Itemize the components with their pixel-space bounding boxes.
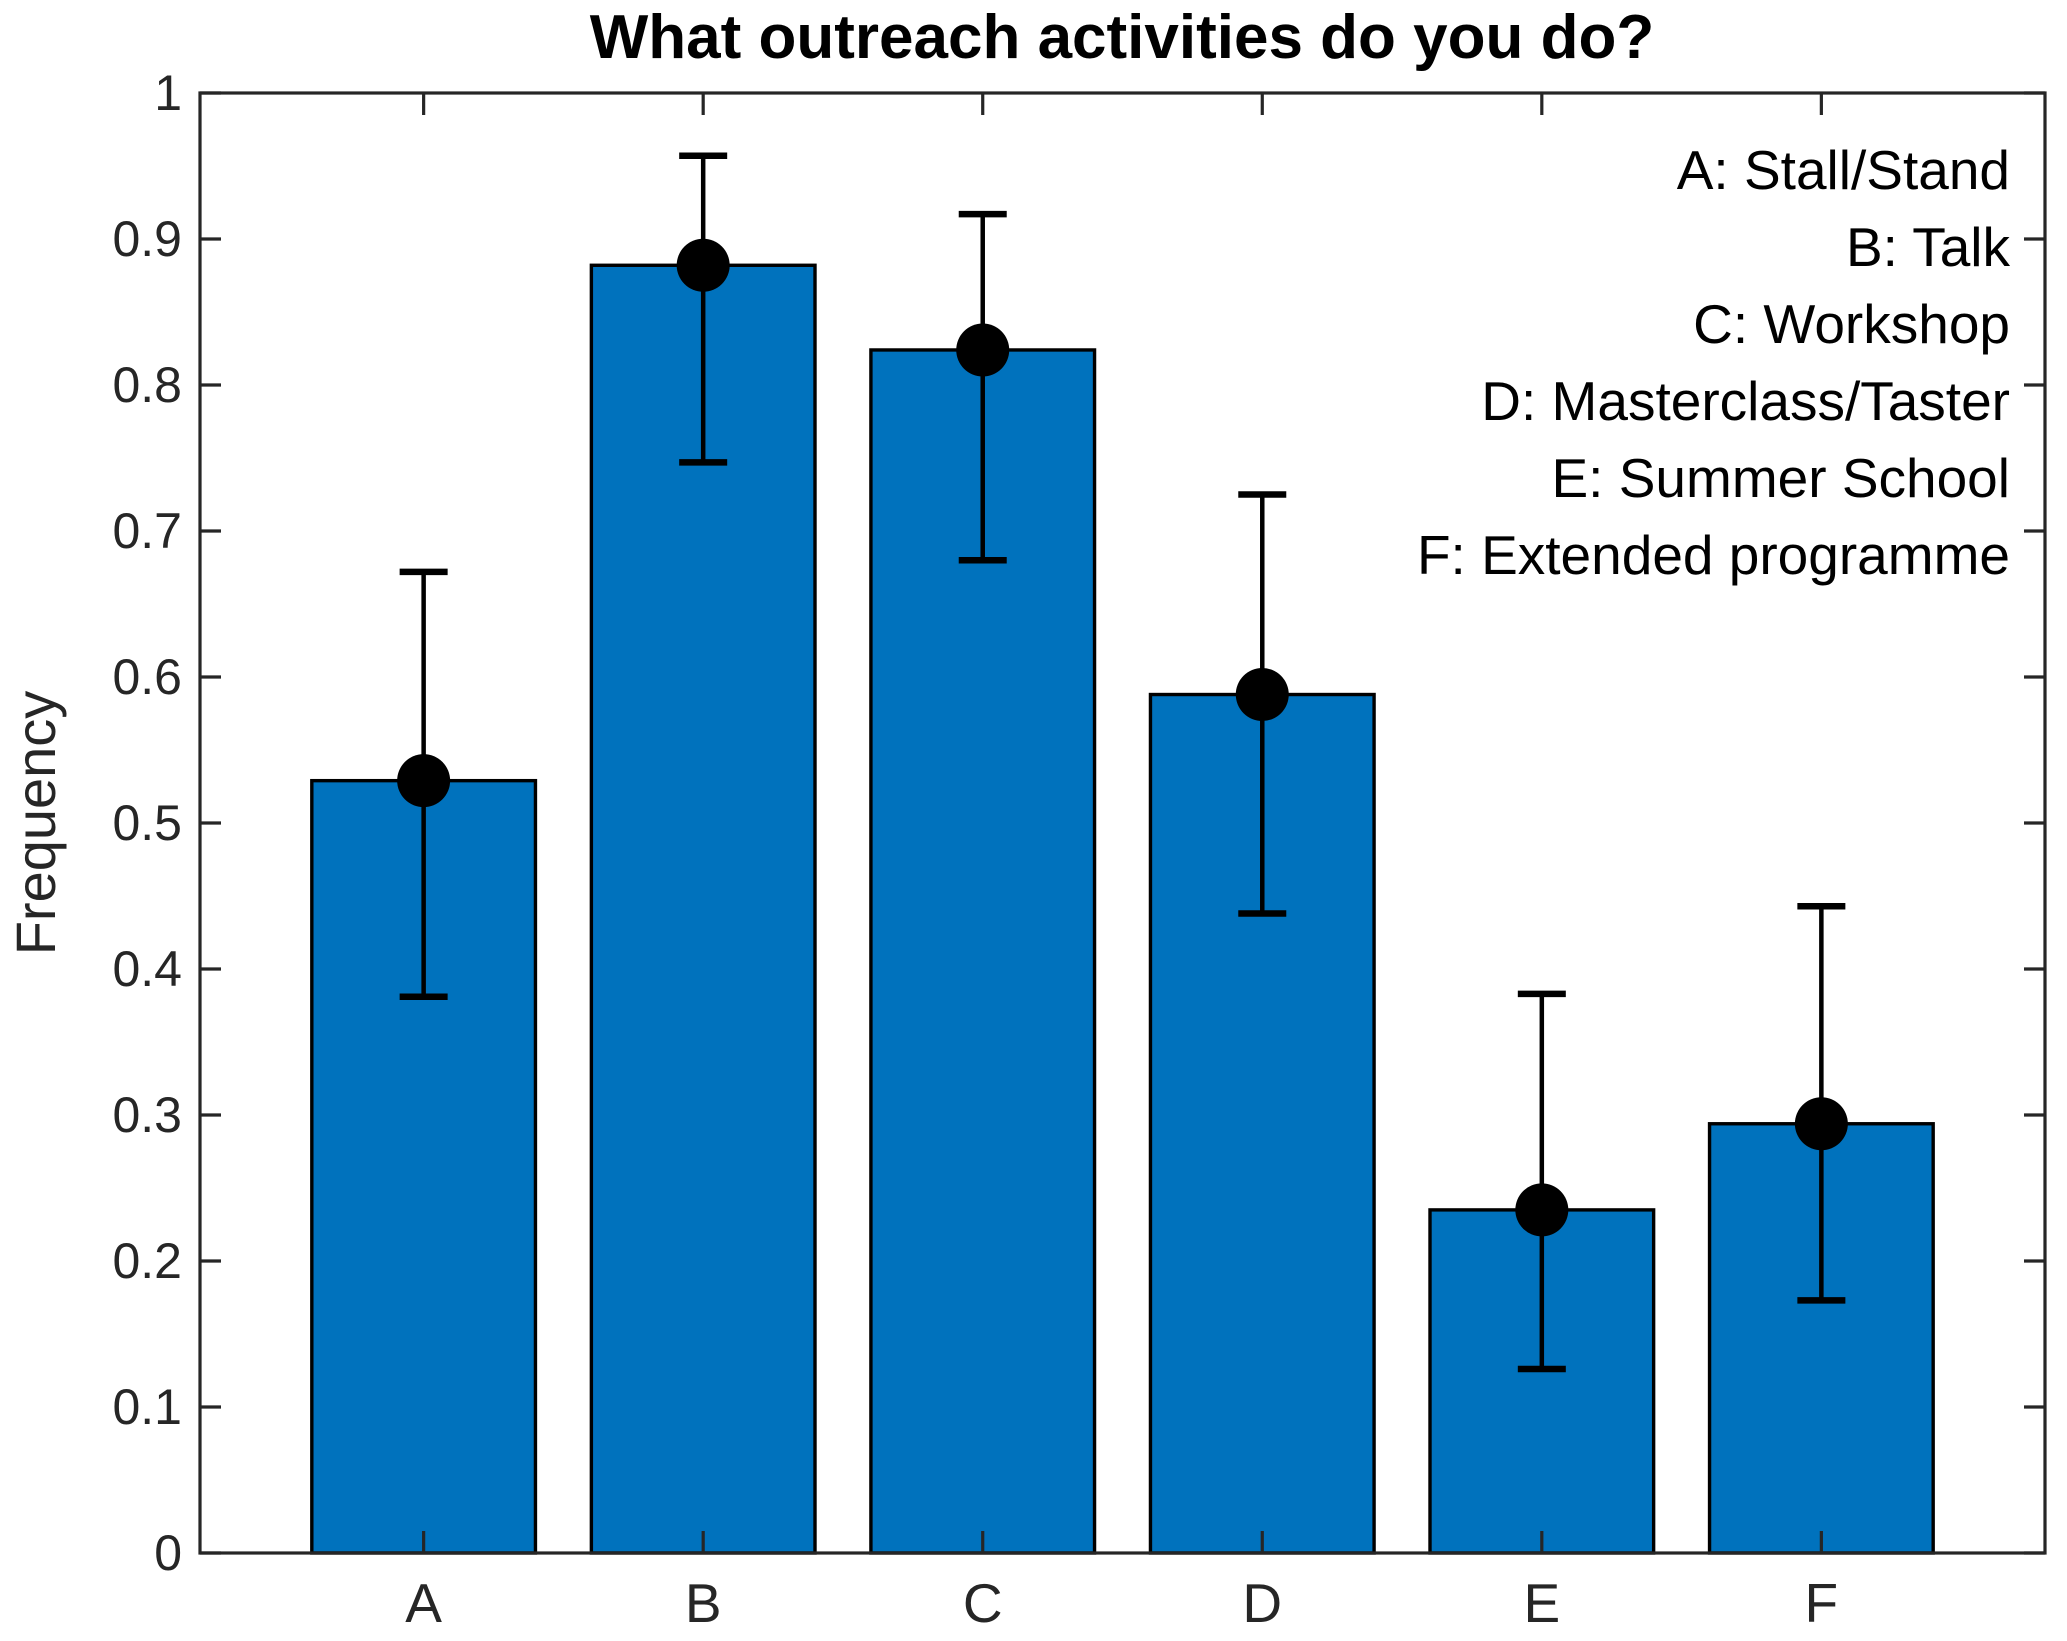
legend-entry-A: A: Stall/Stand [1677,139,2010,201]
x-tick-label-B: B [685,1572,722,1634]
bar-B [589,263,817,1555]
marker-A [397,754,451,808]
legend-entry-C: C: Workshop [1693,293,2010,355]
marker-C [956,323,1010,377]
y-tick-label-0.2: 0.2 [112,1233,182,1289]
legend-entry-D: D: Masterclass/Taster [1481,370,2010,432]
y-tick-label-0.7: 0.7 [112,503,182,559]
y-tick-label-0.1: 0.1 [112,1379,182,1435]
x-tick-label-E: E [1523,1572,1560,1634]
y-tick-label-1: 1 [154,65,182,121]
y-tick-label-0.9: 0.9 [112,211,182,267]
y-tick-label-0: 0 [154,1525,182,1581]
y-tick-label-0.3: 0.3 [112,1087,182,1143]
legend-entry-E: E: Summer School [1551,447,2010,509]
legend-entry-B: B: Talk [1846,216,2011,278]
marker-D [1235,668,1289,722]
x-tick-label-C: C [963,1572,1003,1634]
y-tick-label-0.8: 0.8 [112,357,182,413]
y-tick-label-0.5: 0.5 [112,795,182,851]
marker-E [1515,1183,1569,1237]
marker-B [676,238,730,292]
plot-area: 0 0.1 0.2 0.3 0.4 0.5 0.6 0.7 0.8 0.9 1 A B C D E F A: St… [112,65,2047,1634]
x-tick-label-F: F [1805,1572,1839,1634]
x-tick-label-D: D [1242,1572,1282,1634]
y-tick-label-0.4: 0.4 [112,941,182,997]
y-tick-label-0.6: 0.6 [112,649,182,705]
legend-entry-F: F: Extended programme [1417,524,2010,586]
chart-title: What outreach activities do you do? [590,3,1654,72]
marker-F [1794,1097,1848,1151]
y-axis-label: Frequency [4,691,67,956]
x-tick-label-A: A [405,1572,442,1634]
